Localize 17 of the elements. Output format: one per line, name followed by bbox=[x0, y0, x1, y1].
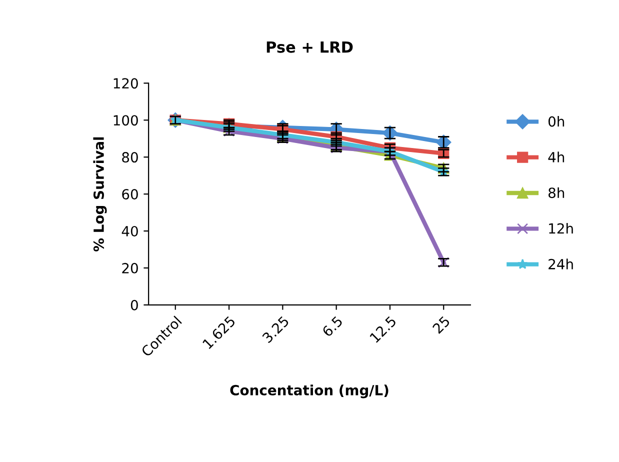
legend-label: 4h bbox=[548, 152, 564, 162]
y-tick-label: 120 bbox=[114, 78, 138, 89]
x-tick-label: 25 bbox=[432, 316, 450, 334]
x-axis-title: Concentation (mg/L) bbox=[230, 384, 388, 398]
legend-label: 12h bbox=[549, 222, 573, 234]
y-tick-label: 60 bbox=[122, 189, 138, 200]
y-tick-label: 100 bbox=[114, 115, 138, 126]
y-tick-label: 80 bbox=[122, 152, 138, 163]
chart-title: Pse + LRD bbox=[266, 41, 353, 53]
x-tick-label: 6.5 bbox=[322, 316, 344, 338]
legend-label: 24h bbox=[548, 258, 573, 270]
legend-label: 8h bbox=[548, 187, 564, 198]
y-tick-label: 0 bbox=[130, 300, 138, 310]
y-axis-title: % Log Survival bbox=[93, 137, 107, 252]
y-tick-label: 40 bbox=[122, 226, 138, 236]
y-tick-label: 20 bbox=[122, 262, 138, 274]
legend-label: 0h bbox=[548, 116, 564, 127]
